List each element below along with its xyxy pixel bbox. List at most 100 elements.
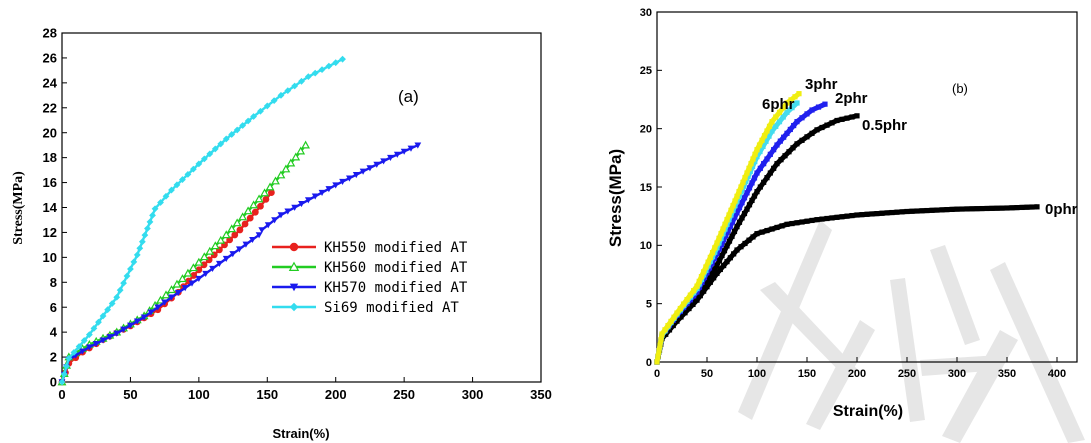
data-point-kh570-modified-at <box>154 304 162 311</box>
data-point-kh570-modified-at <box>161 299 169 306</box>
data-point-0-5phr <box>834 117 840 124</box>
data-point-si69-modified-at <box>90 325 98 332</box>
data-point-kh570-modified-at <box>235 246 243 253</box>
data-point-kh560-modified-at <box>194 257 204 266</box>
data-point-kh570-modified-at <box>258 227 266 234</box>
data-point-3phr <box>720 226 726 232</box>
data-point-0-5phr <box>749 197 755 204</box>
data-point-si69-modified-at <box>318 66 326 74</box>
data-point-3phr <box>674 310 680 316</box>
data-point-0-5phr <box>767 170 773 176</box>
data-point-0phr <box>999 205 1005 211</box>
data-point-kh560-modified-at <box>161 290 171 299</box>
data-point-0phr <box>989 205 995 211</box>
data-point-0phr <box>909 208 915 214</box>
data-point-0-5phr <box>741 210 748 217</box>
data-point-0-5phr <box>702 280 709 286</box>
data-point-kh570-modified-at <box>140 314 148 321</box>
data-point-2phr <box>787 126 793 133</box>
data-point-kh570-modified-at <box>277 212 285 219</box>
data-point-kh570-modified-at <box>304 197 312 204</box>
x-tick-label-b: 350 <box>998 368 1016 380</box>
data-point-3phr <box>796 91 802 97</box>
data-point-3phr <box>662 327 668 333</box>
data-point-kh570-modified-at <box>99 337 107 344</box>
data-point-kh550-modified-at <box>200 261 208 269</box>
data-point-si69-modified-at <box>257 107 264 115</box>
data-point-0phr <box>769 226 775 232</box>
data-point-2phr <box>804 111 810 117</box>
x-tick-label-b: 200 <box>848 368 866 380</box>
data-point-0-5phr <box>778 157 784 163</box>
data-point-kh570-modified-at <box>249 236 256 244</box>
y-tick-label-b: 20 <box>640 124 652 136</box>
data-point-kh570-modified-at <box>380 158 388 165</box>
data-point-kh570-modified-at <box>359 168 367 175</box>
data-point-kh560-modified-at <box>178 274 187 283</box>
data-point-3phr <box>681 301 687 307</box>
data-point-0phr <box>742 240 748 247</box>
data-point-si69-modified-at <box>116 286 124 294</box>
data-point-0phr <box>727 255 733 261</box>
data-point-si69-modified-at <box>136 244 144 252</box>
data-point-3phr <box>788 97 794 103</box>
data-point-0phr <box>889 209 895 216</box>
y-tick-label-a: 14 <box>43 200 58 215</box>
data-point-kh570-modified-at <box>387 154 394 162</box>
x-axis-title-a: Strain(%) <box>272 426 329 441</box>
x-tick-label-a: 200 <box>325 387 347 402</box>
data-point-si69-modified-at <box>184 170 192 178</box>
data-point-6phr <box>773 123 779 129</box>
data-point-0phr <box>779 223 785 229</box>
data-point-0phr <box>809 217 815 224</box>
data-point-3phr <box>687 292 693 298</box>
data-point-2phr <box>809 107 815 113</box>
data-point-3phr <box>657 342 663 348</box>
legend-marker-kh570-modified-at <box>289 283 299 292</box>
data-point-3phr <box>724 217 730 223</box>
data-point-3phr <box>726 212 732 218</box>
data-point-0phr <box>734 247 740 253</box>
data-point-0-5phr <box>824 122 830 128</box>
data-point-kh570-modified-at <box>339 178 346 186</box>
data-point-kh570-modified-at <box>352 172 360 179</box>
data-point-0-5phr <box>724 243 730 249</box>
data-point-si69-modified-at <box>168 186 175 194</box>
data-point-si69-modified-at <box>270 97 278 105</box>
data-point-0-5phr <box>705 276 712 282</box>
data-point-si69-modified-at <box>108 300 116 307</box>
series-label-3phr: 3phr <box>805 76 838 93</box>
y-tick-label-a: 0 <box>50 375 57 390</box>
data-point-3phr <box>780 105 786 111</box>
series-si69-modified-at <box>58 55 346 386</box>
data-point-3phr <box>658 337 664 343</box>
data-point-6phr <box>789 105 795 111</box>
data-point-3phr <box>718 231 724 237</box>
data-point-2phr <box>736 205 743 211</box>
data-point-3phr <box>759 137 765 143</box>
data-point-0-5phr <box>844 115 850 121</box>
data-point-3phr <box>766 123 773 129</box>
data-point-si69-modified-at <box>127 265 134 273</box>
data-point-3phr <box>776 109 783 115</box>
data-point-0phr <box>1004 205 1010 211</box>
data-point-2phr <box>746 185 753 191</box>
data-point-0phr <box>839 214 845 220</box>
y-tick-label-b: 15 <box>640 182 652 194</box>
data-point-0phr <box>884 210 890 216</box>
data-point-2phr <box>744 190 750 196</box>
y-tick-label-a: 26 <box>43 50 57 65</box>
data-point-0phr <box>819 216 825 222</box>
data-point-si69-modified-at <box>99 312 107 320</box>
data-point-0phr <box>724 259 730 265</box>
y-tick-label-b: 10 <box>640 240 652 252</box>
data-point-3phr <box>709 249 716 256</box>
data-point-kh570-modified-at <box>264 222 272 229</box>
data-point-si69-modified-at <box>162 192 170 200</box>
data-point-si69-modified-at <box>298 77 305 85</box>
data-point-si69-modified-at <box>339 55 346 63</box>
data-point-0phr <box>879 210 885 216</box>
legend-marker-si69-modified-at <box>289 302 299 312</box>
y-tick-label-a: 10 <box>43 250 57 265</box>
